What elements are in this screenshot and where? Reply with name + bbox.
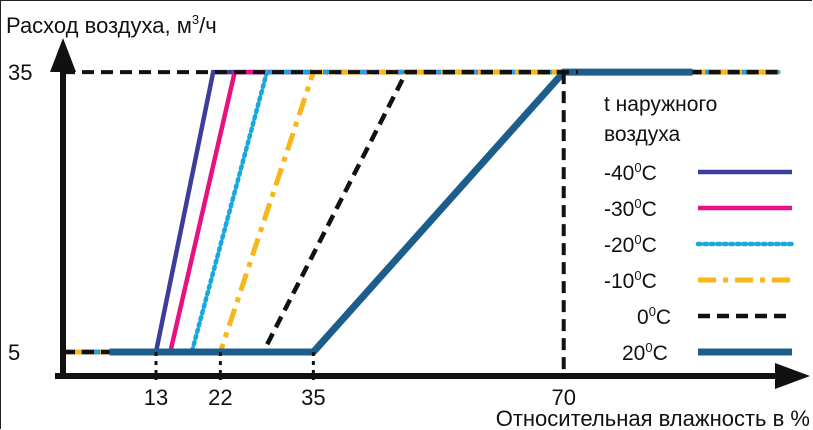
series-line-5 [109,68,693,356]
y-axis-label-sup: 3 [192,12,199,27]
legend-title-line1: t наружного [604,93,717,116]
legend-label-2: -200C [604,232,657,257]
y-axis-arrow [50,38,76,72]
x-tick-label: 70 [551,385,575,410]
y-tick-label: 35 [8,60,32,85]
legend-label-1: -300C [604,196,657,221]
legend-label-5: 200C [622,340,668,365]
y-axis-label-main: Расход воздуха, м [6,13,192,38]
axis-layer: 5 35 13 22 35 70 [8,38,810,410]
legend-label-4: 00C [637,304,671,329]
x-tick-label: 13 [144,385,168,410]
x-tick-label: 22 [208,385,232,410]
plot-layer [60,68,781,356]
legend-title-line2: воздуха [604,123,681,146]
legend-label-3: -100C [604,268,657,293]
y-axis-label: Расход воздуха, м3/ч [6,12,217,38]
y-tick-label: 5 [8,340,20,365]
y-axis-label-tail: /ч [199,13,217,38]
legend-label-0: -400C [604,160,657,185]
x-axis-arrow [775,363,810,389]
x-tick-label: 35 [301,385,325,410]
x-axis-label: Относительная влажность в % [496,406,810,430]
legend-layer: -400C -300C -200C -100C 00C 200C [604,160,795,365]
